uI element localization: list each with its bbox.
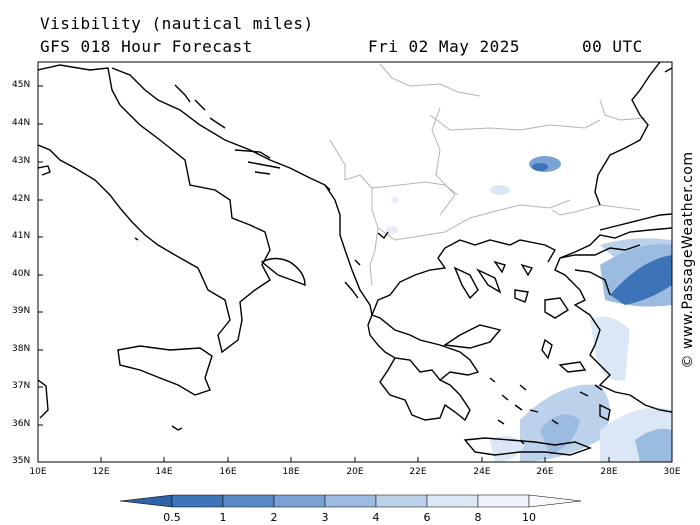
colorbar-label: 2: [270, 511, 278, 524]
lat-label: 41N: [12, 231, 31, 241]
lat-label: 38N: [12, 344, 31, 354]
lat-label: 39N: [12, 306, 31, 316]
forecast-model: GFS 018 Hour Forecast: [40, 37, 253, 56]
colorbar: [119, 494, 582, 508]
colorbar-label: 10: [522, 511, 536, 524]
coastlines: [38, 62, 672, 456]
axis-ticks: [38, 85, 610, 462]
lon-label: 22E: [409, 467, 427, 477]
lat-label: 37N: [12, 381, 31, 391]
colorbar-label: 0.5: [163, 511, 181, 524]
lon-label: 18E: [282, 467, 300, 477]
colorbar-label: 6: [423, 511, 431, 524]
country-borders: [329, 63, 646, 286]
lat-label: 43N: [12, 156, 31, 166]
lon-label: 26E: [536, 467, 554, 477]
lon-label: 16E: [219, 467, 237, 477]
copyright-text: © www.PassageWeather.com: [680, 151, 696, 369]
colorbar-label: 4: [372, 511, 380, 524]
lon-label: 14E: [155, 467, 173, 477]
lon-label: 30E: [663, 467, 681, 477]
lat-label: 35N: [12, 456, 31, 466]
colorbar-label: 8: [474, 511, 482, 524]
map-title: Visibility (nautical miles): [40, 14, 314, 33]
colorbar-label: 1: [219, 511, 227, 524]
lon-label: 10E: [29, 467, 47, 477]
lon-label: 28E: [600, 467, 618, 477]
forecast-time: 00 UTC: [582, 37, 643, 56]
lat-label: 45N: [12, 80, 31, 90]
lat-label: 42N: [12, 194, 31, 204]
lat-label: 40N: [12, 269, 31, 279]
lon-label: 24E: [473, 467, 491, 477]
lat-label: 44N: [12, 118, 31, 128]
lat-label: 36N: [12, 419, 31, 429]
forecast-date: Fri 02 May 2025: [368, 37, 520, 56]
visibility-shading: [386, 156, 672, 462]
lon-label: 20E: [346, 467, 364, 477]
lon-label: 12E: [92, 467, 110, 477]
colorbar-label: 3: [321, 511, 329, 524]
